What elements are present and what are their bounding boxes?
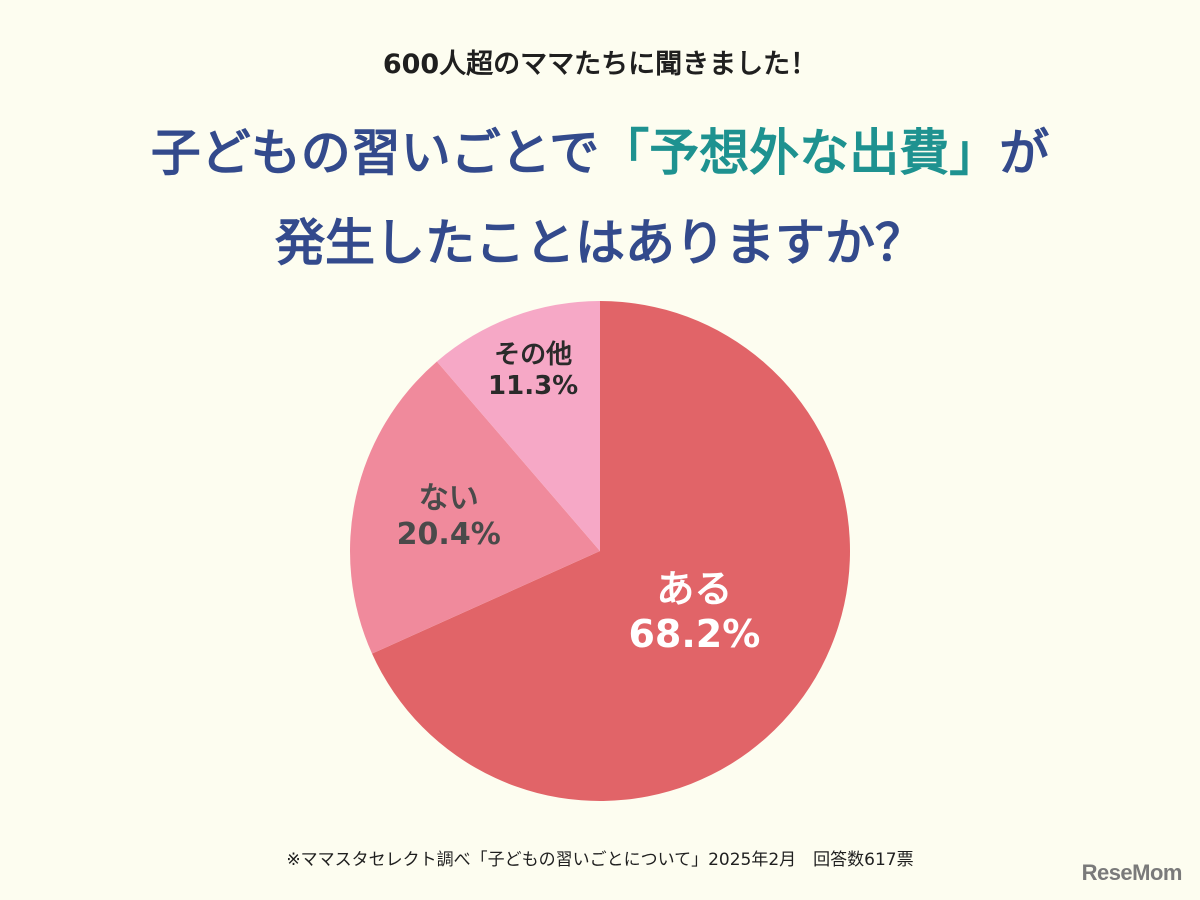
pie-slice-2 [350,361,600,654]
slice-name: ない [418,481,479,517]
pie-slice-3 [436,301,600,551]
pie-slice-1 [372,301,850,801]
title-part-1: 子どもの習いごとで [150,124,600,182]
slice-value: 68.2% [628,612,761,657]
survey-subtitle: 600人超のママたちに聞きました！ [382,49,818,80]
title-accent: 「予想外な出費」 [599,124,1000,182]
title-line-2: 発生したことはありますか？ [275,214,925,272]
title-line-1: 子どもの習いごとで「予想外な出費」が [0,108,1200,198]
slice-value: 20.4% [396,517,501,553]
slice-name: ある [656,566,733,611]
source-footnote: ※ママスタセレクト調べ「子どもの習いごとについて」2025年2月 回答数617票 [286,850,914,870]
slice-name: その他 [494,339,573,370]
slice-value: 11.3% [488,370,579,401]
resemom-logo: ReseMom [1081,860,1183,885]
chart-title: 子どもの習いごとで「予想外な出費」が 発生したことはありますか？ [0,108,1200,288]
slice-label-3: その他 11.3% [488,340,578,402]
title-part-2: が [999,124,1050,182]
slice-label-1: ある 68.2% [628,567,760,658]
slice-label-2: ない 20.4% [397,481,501,553]
